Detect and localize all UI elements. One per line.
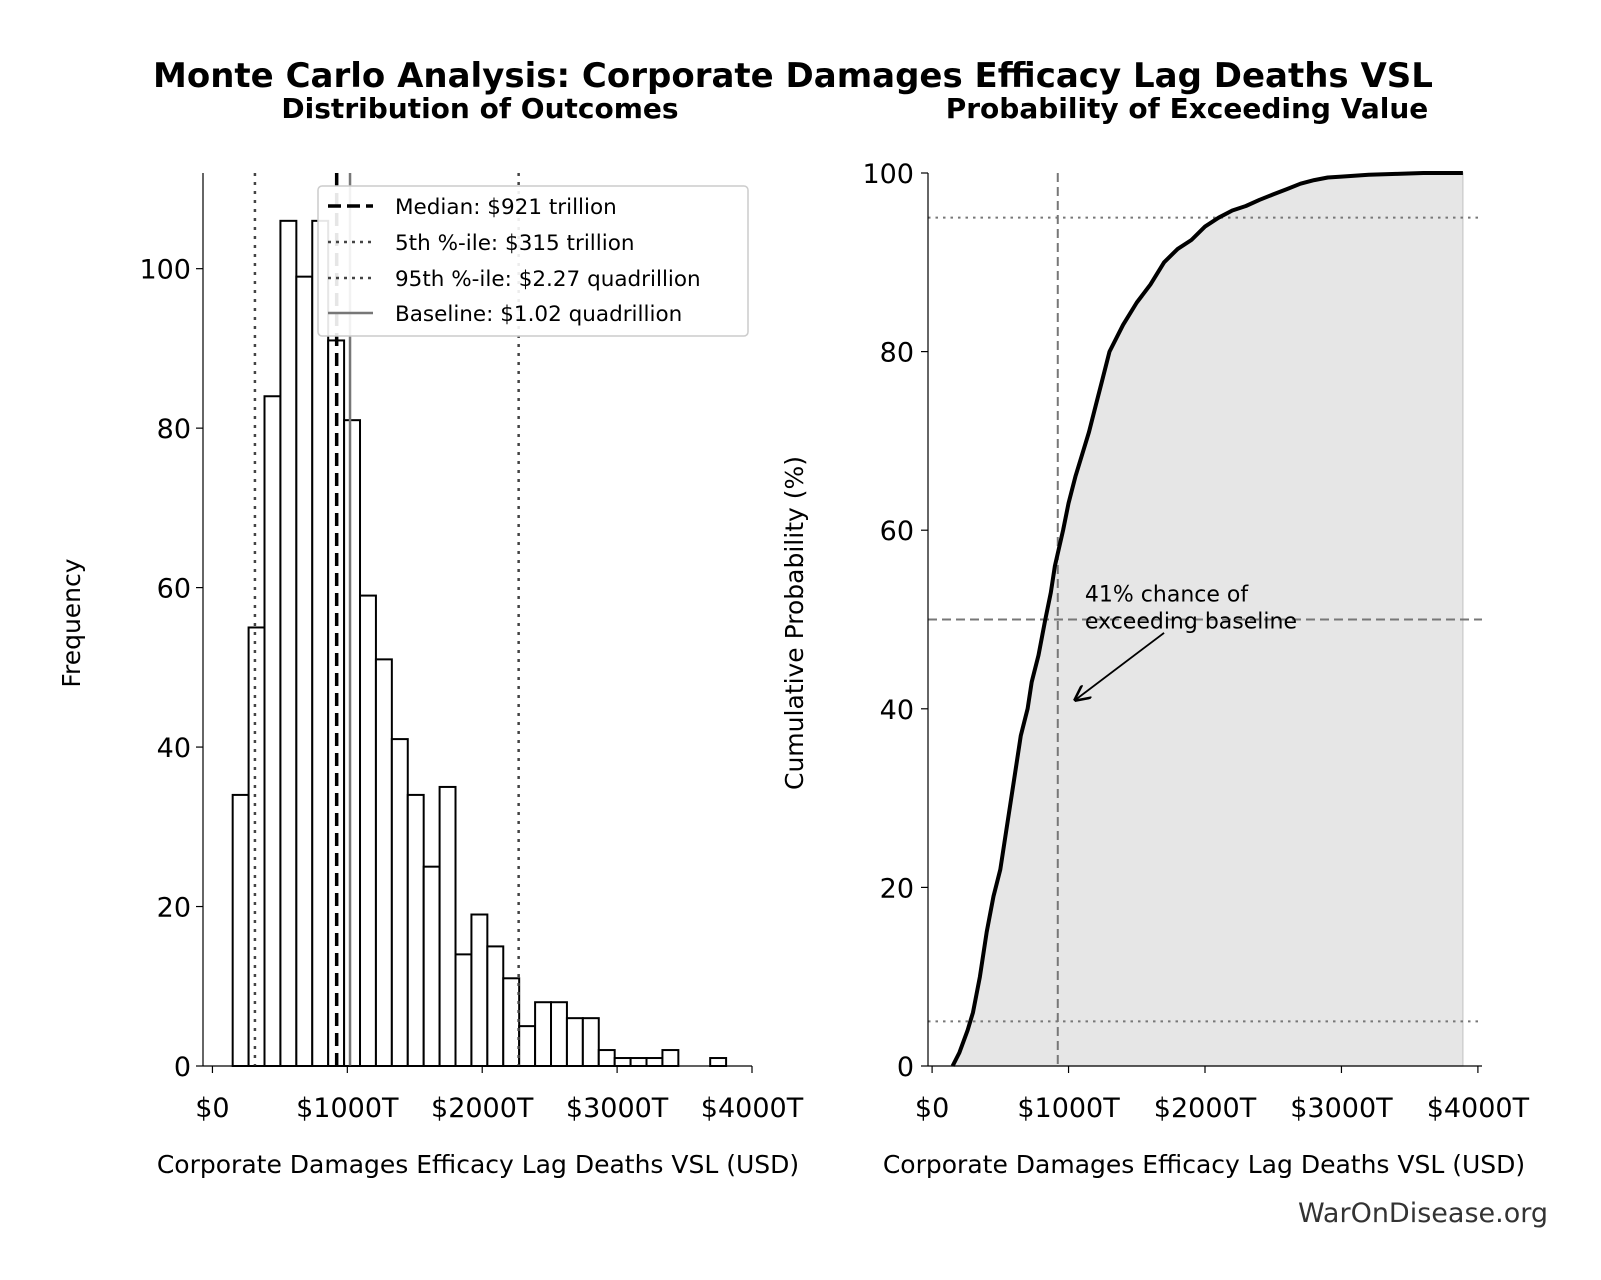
- histogram-bar: [374, 658, 393, 1068]
- histogram-x-ticks: $0 $1000T $2000T $3000T $4000T: [195, 1066, 804, 1124]
- x-tick-label: $0: [195, 1093, 229, 1124]
- histogram-legend: Median: $921 trillion 5th %-ile: $315 tr…: [317, 185, 749, 337]
- histogram-bar: [613, 1057, 632, 1067]
- histogram-bar: [311, 219, 330, 1067]
- annotation-text-line: exceeding baseline: [1085, 610, 1297, 635]
- histogram-y-ticks: 0 20 40 60 80 100: [139, 255, 203, 1083]
- histogram-panel: Distribution of Outcomes $0 $1000T $2000T $…: [57, 92, 804, 1179]
- y-tick-label: 60: [157, 574, 191, 605]
- y-tick-label: 40: [157, 733, 191, 764]
- cumulative-y-label: Cumulative Probability (%): [780, 456, 809, 790]
- y-tick-label: 20: [880, 873, 914, 904]
- histogram-bar: [581, 1017, 600, 1067]
- y-tick-label: 80: [157, 414, 191, 445]
- histogram-bar: [263, 395, 282, 1067]
- x-tick-label: $4000T: [1427, 1093, 1530, 1124]
- histogram-bars: [231, 219, 728, 1068]
- histogram-bar: [486, 945, 505, 1068]
- cumulative-panel: Probability of Exceeding Value $0 $1000T $…: [780, 92, 1530, 1179]
- histogram-y-label: Frequency: [57, 558, 86, 687]
- legend-baseline-label: Baseline: $1.02 quadrillion: [395, 302, 682, 327]
- cumulative-y-ticks: 0 20 40 60 80 100: [862, 159, 928, 1083]
- histogram-bar: [359, 594, 377, 1068]
- histogram-bar: [279, 219, 298, 1067]
- cumulative-x-ticks: $0 $1000T $2000T $3000T $4000T: [915, 1066, 1530, 1124]
- figure-title: Monte Carlo Analysis: Corporate Damages …: [153, 56, 1433, 96]
- annotation-arrow: [1075, 632, 1165, 700]
- histogram-bar: [661, 1049, 680, 1068]
- histogram-bar: [534, 1001, 553, 1068]
- y-tick-label: 100: [862, 159, 914, 190]
- histogram-bar: [390, 738, 409, 1067]
- y-tick-label: 0: [174, 1052, 191, 1083]
- histogram-bar: [438, 785, 457, 1067]
- cumulative-reference-lines: [928, 216, 1482, 1023]
- histogram-bar: [295, 275, 314, 1067]
- y-tick-label: 80: [880, 338, 914, 369]
- histogram-bar: [247, 626, 266, 1067]
- cumulative-curve: [950, 171, 1463, 1067]
- histogram-bar: [518, 1025, 537, 1067]
- histogram-bar: [645, 1057, 664, 1067]
- y-tick-label: 20: [157, 893, 191, 924]
- histogram-bar: [629, 1057, 648, 1067]
- x-tick-label: $0: [915, 1093, 949, 1124]
- y-tick-label: 40: [880, 695, 914, 726]
- cumulative-title: Probability of Exceeding Value: [946, 92, 1429, 125]
- histogram-bar: [406, 793, 425, 1067]
- annotation-text-line: 41% chance of: [1085, 583, 1249, 608]
- histogram-bar: [422, 865, 441, 1067]
- y-tick-label: 100: [139, 255, 191, 286]
- histogram-bar: [470, 913, 489, 1067]
- histogram-bar: [231, 793, 250, 1067]
- histogram-bar: [597, 1049, 616, 1068]
- x-tick-label: $3000T: [566, 1093, 669, 1124]
- watermark: WarOnDisease.org: [1298, 1198, 1548, 1229]
- cumulative-x-label: Corporate Damages Efficacy Lag Deaths VS…: [883, 1150, 1525, 1179]
- legend-median-label: Median: $921 trillion: [395, 195, 617, 220]
- legend-p95-label: 95th %-ile: $2.27 quadrillion: [395, 267, 701, 292]
- legend-p5-label: 5th %-ile: $315 trillion: [395, 231, 635, 256]
- x-tick-label: $2000T: [1154, 1093, 1257, 1124]
- legend-box: [317, 185, 749, 337]
- y-tick-label: 0: [897, 1052, 914, 1083]
- x-tick-label: $4000T: [701, 1093, 804, 1124]
- histogram-x-label: Corporate Damages Efficacy Lag Deaths VS…: [157, 1150, 799, 1179]
- x-tick-label: $1000T: [1017, 1093, 1120, 1124]
- histogram-title: Distribution of Outcomes: [281, 92, 678, 125]
- histogram-bar: [343, 419, 362, 1068]
- x-tick-label: $3000T: [1290, 1093, 1393, 1124]
- y-tick-label: 60: [880, 516, 914, 547]
- histogram-bar: [565, 1017, 584, 1067]
- histogram-bar: [550, 1001, 568, 1068]
- x-tick-label: $2000T: [431, 1093, 534, 1124]
- histogram-bar: [454, 953, 473, 1067]
- x-tick-label: $1000T: [296, 1093, 399, 1124]
- histogram-bar: [502, 977, 521, 1067]
- histogram-bar: [709, 1057, 728, 1067]
